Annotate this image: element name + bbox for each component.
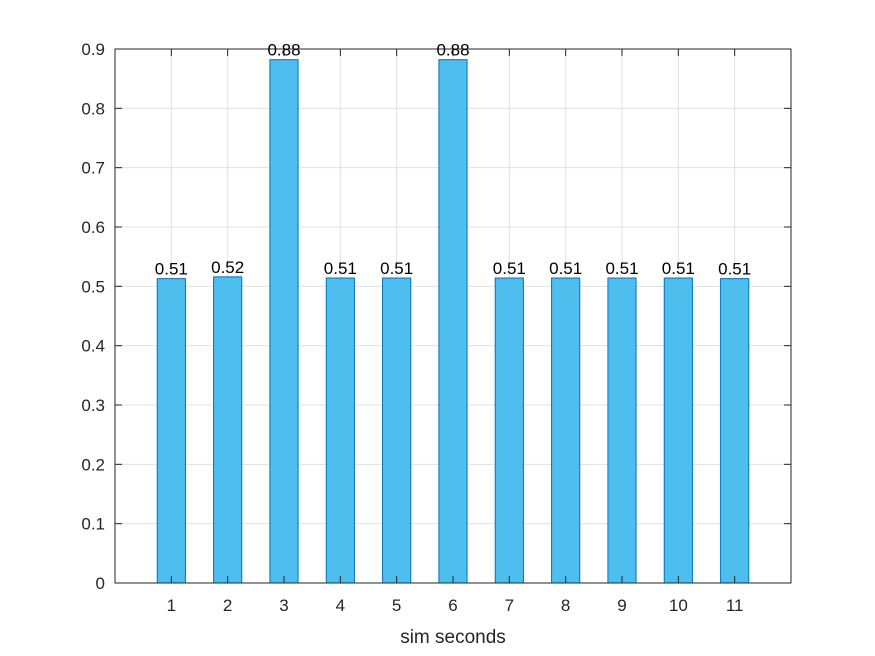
x-tick-label: 9: [617, 596, 626, 615]
bar: [213, 276, 243, 584]
y-tick-label: 0: [96, 574, 105, 593]
data-label: 0.51: [718, 260, 751, 279]
y-tick-label: 0.6: [81, 218, 105, 237]
y-tick-label: 0.7: [81, 159, 105, 178]
x-tick-label: 1: [167, 596, 176, 615]
data-label: 0.51: [662, 259, 695, 278]
bar: [382, 277, 412, 584]
bar: [325, 277, 355, 584]
bar: [663, 277, 693, 584]
bar: [438, 59, 468, 584]
x-tick-label: 7: [505, 596, 514, 615]
y-tick-label: 0.5: [81, 277, 105, 296]
x-tick-label: 4: [336, 596, 345, 615]
data-label: 0.51: [549, 259, 582, 278]
data-label: 0.52: [211, 258, 244, 277]
x-tick-label: 5: [392, 596, 401, 615]
y-tick-label: 0.2: [81, 455, 105, 474]
y-tick-label: 0.1: [81, 515, 105, 534]
y-tick-label: 0.3: [81, 396, 105, 415]
bar: [607, 277, 637, 584]
data-label: 0.51: [605, 259, 638, 278]
x-tick-label: 3: [279, 596, 288, 615]
data-labels: 0.51 0.52 0.88 0.51 0.51 0.88 0.51 0.51 0.51 0.51…: [155, 41, 751, 279]
x-tick-label: 8: [561, 596, 570, 615]
bar: [551, 277, 581, 584]
data-label: 0.88: [436, 41, 469, 60]
x-axis-label: sim seconds: [400, 627, 506, 648]
tick-marks: [115, 48, 791, 584]
bar: [720, 278, 750, 584]
y-tick-label: 0.4: [81, 337, 105, 356]
x-tick-label: 2: [223, 596, 232, 615]
data-label: 0.51: [324, 259, 357, 278]
x-tick-label: 10: [669, 596, 688, 615]
y-tick-label: 0.9: [81, 40, 105, 59]
y-tick-label: 0.8: [81, 99, 105, 118]
data-label: 0.88: [267, 41, 300, 60]
data-label: 0.51: [380, 259, 413, 278]
bar: [269, 59, 299, 584]
bar: [156, 278, 186, 584]
x-tick-labels: 1 2 3 4 5 6 7 8 9 10 11: [167, 596, 744, 615]
x-tick-label: 11: [726, 596, 744, 615]
bar: [494, 277, 524, 584]
y-tick-labels: 0 0.1 0.2 0.3 0.4 0.5 0.6 0.7 0.8 0.9: [81, 40, 105, 593]
bars: [156, 59, 750, 584]
data-label: 0.51: [493, 259, 526, 278]
data-label: 0.51: [155, 260, 188, 279]
x-tick-label: 6: [448, 596, 457, 615]
